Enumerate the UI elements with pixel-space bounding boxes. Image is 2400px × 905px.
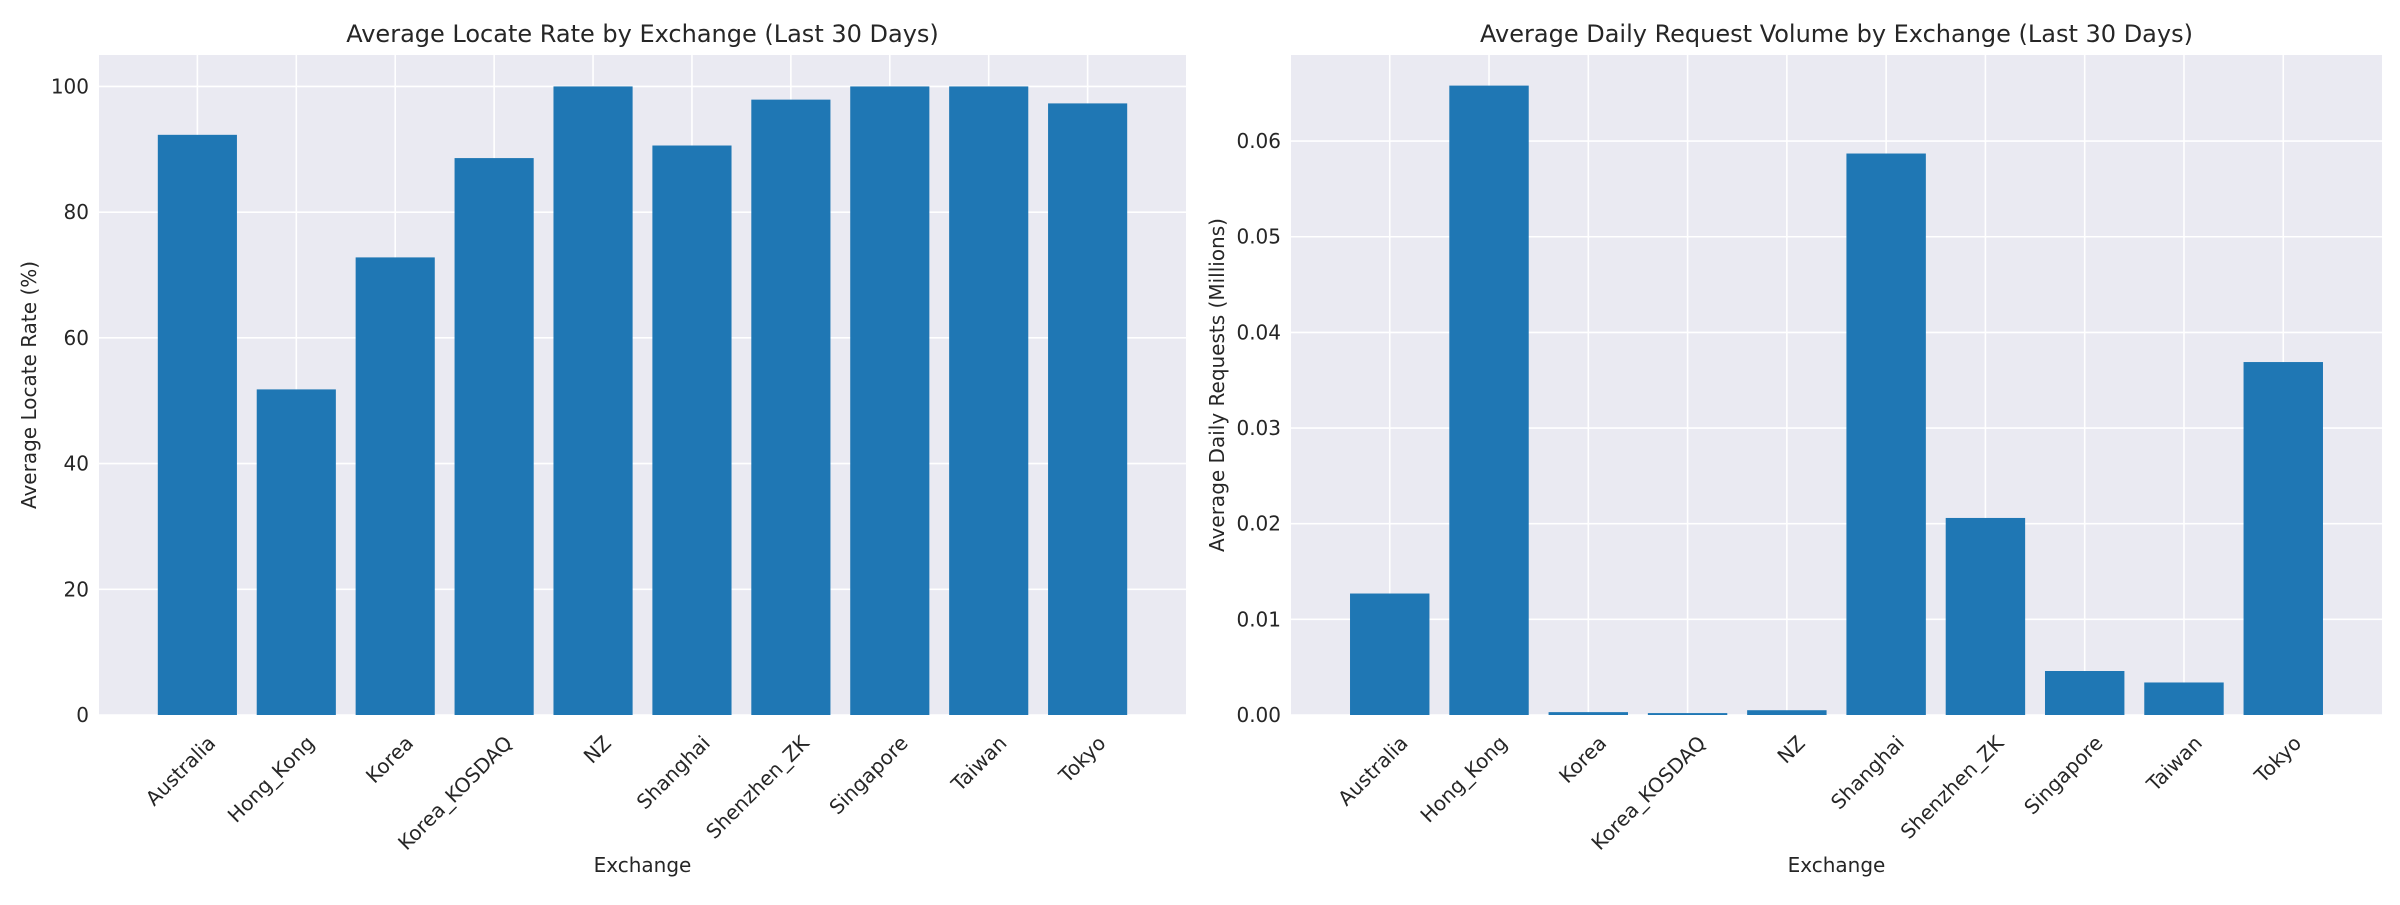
x-tick-label: NZ xyxy=(1772,731,1809,768)
x-axis-label: Exchange xyxy=(1788,853,1886,877)
x-tick-label: Tokyo xyxy=(2249,731,2306,788)
y-tick-label: 100 xyxy=(51,74,89,98)
x-tick-label: Shanghai xyxy=(1826,731,1909,814)
y-tick-labels: 0 20 40 60 80 100 xyxy=(51,74,89,727)
y-tick-label: 40 xyxy=(64,452,89,476)
bar-hong-kong xyxy=(256,389,336,715)
y-tick-label: 0 xyxy=(76,703,89,727)
bars xyxy=(157,86,1128,716)
bar-shenzhen-zk xyxy=(1945,517,2026,715)
y-tick-label: 80 xyxy=(64,200,89,224)
x-tick-label: Singapore xyxy=(824,731,912,819)
bar-australia xyxy=(157,134,237,716)
bar-shanghai xyxy=(1846,153,1926,716)
y-tick-label: 0.01 xyxy=(1236,607,1281,631)
x-tick-label: Hong_Kong xyxy=(1415,731,1511,827)
bar-korea xyxy=(355,257,435,715)
y-tick-label: 20 xyxy=(64,577,89,601)
bars xyxy=(1350,85,2323,716)
request-volume-chart: 0.00 0.01 0.02 0.03 0.04 0.05 0.06 Australia Ho… xyxy=(1205,20,2382,877)
x-axis-label: Exchange xyxy=(594,853,692,877)
x-tick-label: NZ xyxy=(579,731,616,768)
bar-taiwan xyxy=(2144,682,2224,715)
x-tick-label: Shenzhen_ZK xyxy=(701,730,814,843)
bar-korea-kosdaq xyxy=(1647,713,1728,715)
x-tick-label: Australia xyxy=(1333,731,1413,811)
x-tick-label: Korea xyxy=(1554,731,1611,788)
bar-tokyo xyxy=(2243,362,2323,715)
bar-hong-kong xyxy=(1449,85,1529,715)
bar-shanghai xyxy=(652,145,732,715)
y-tick-label: 0.00 xyxy=(1236,703,1281,727)
bar-korea-kosdaq xyxy=(454,158,534,716)
y-tick-label: 0.06 xyxy=(1236,129,1281,153)
chart-title: Average Locate Rate by Exchange (Last 30… xyxy=(346,20,939,48)
bar-tokyo xyxy=(1048,103,1128,715)
x-tick-label: Australia xyxy=(141,731,221,811)
y-tick-label: 0.02 xyxy=(1236,512,1281,536)
x-tick-label: Shenzhen_ZK xyxy=(1896,730,2009,843)
x-tick-label: Shanghai xyxy=(632,731,715,814)
bar-taiwan xyxy=(949,86,1029,715)
x-tick-label: Hong_Kong xyxy=(223,731,319,827)
bar-australia xyxy=(1350,593,1430,715)
y-tick-label: 0.04 xyxy=(1236,320,1281,344)
bar-singapore xyxy=(850,86,930,715)
bar-singapore xyxy=(2044,671,2125,715)
bar-nz xyxy=(553,86,633,715)
bar-korea xyxy=(1548,712,1629,715)
x-tick-label: Singapore xyxy=(2019,731,2107,819)
x-tick-label: Taiwan xyxy=(2141,731,2207,797)
chart-title: Average Daily Request Volume by Exchange… xyxy=(1480,20,2193,48)
y-axis-label: Average Locate Rate (%) xyxy=(17,261,41,509)
x-tick-label: Taiwan xyxy=(946,731,1012,797)
x-tick-label: Tokyo xyxy=(1053,731,1110,788)
y-tick-label: 60 xyxy=(64,326,89,350)
x-tick-label: Korea xyxy=(361,731,418,788)
y-tick-label: 0.05 xyxy=(1236,225,1281,249)
bar-shenzhen-zk xyxy=(751,99,831,716)
y-axis-label: Average Daily Requests (Millions) xyxy=(1205,218,1229,552)
bar-nz xyxy=(1747,710,1827,715)
y-tick-labels: 0.00 0.01 0.02 0.03 0.04 0.05 0.06 xyxy=(1236,129,1281,727)
y-tick-label: 0.03 xyxy=(1236,416,1281,440)
